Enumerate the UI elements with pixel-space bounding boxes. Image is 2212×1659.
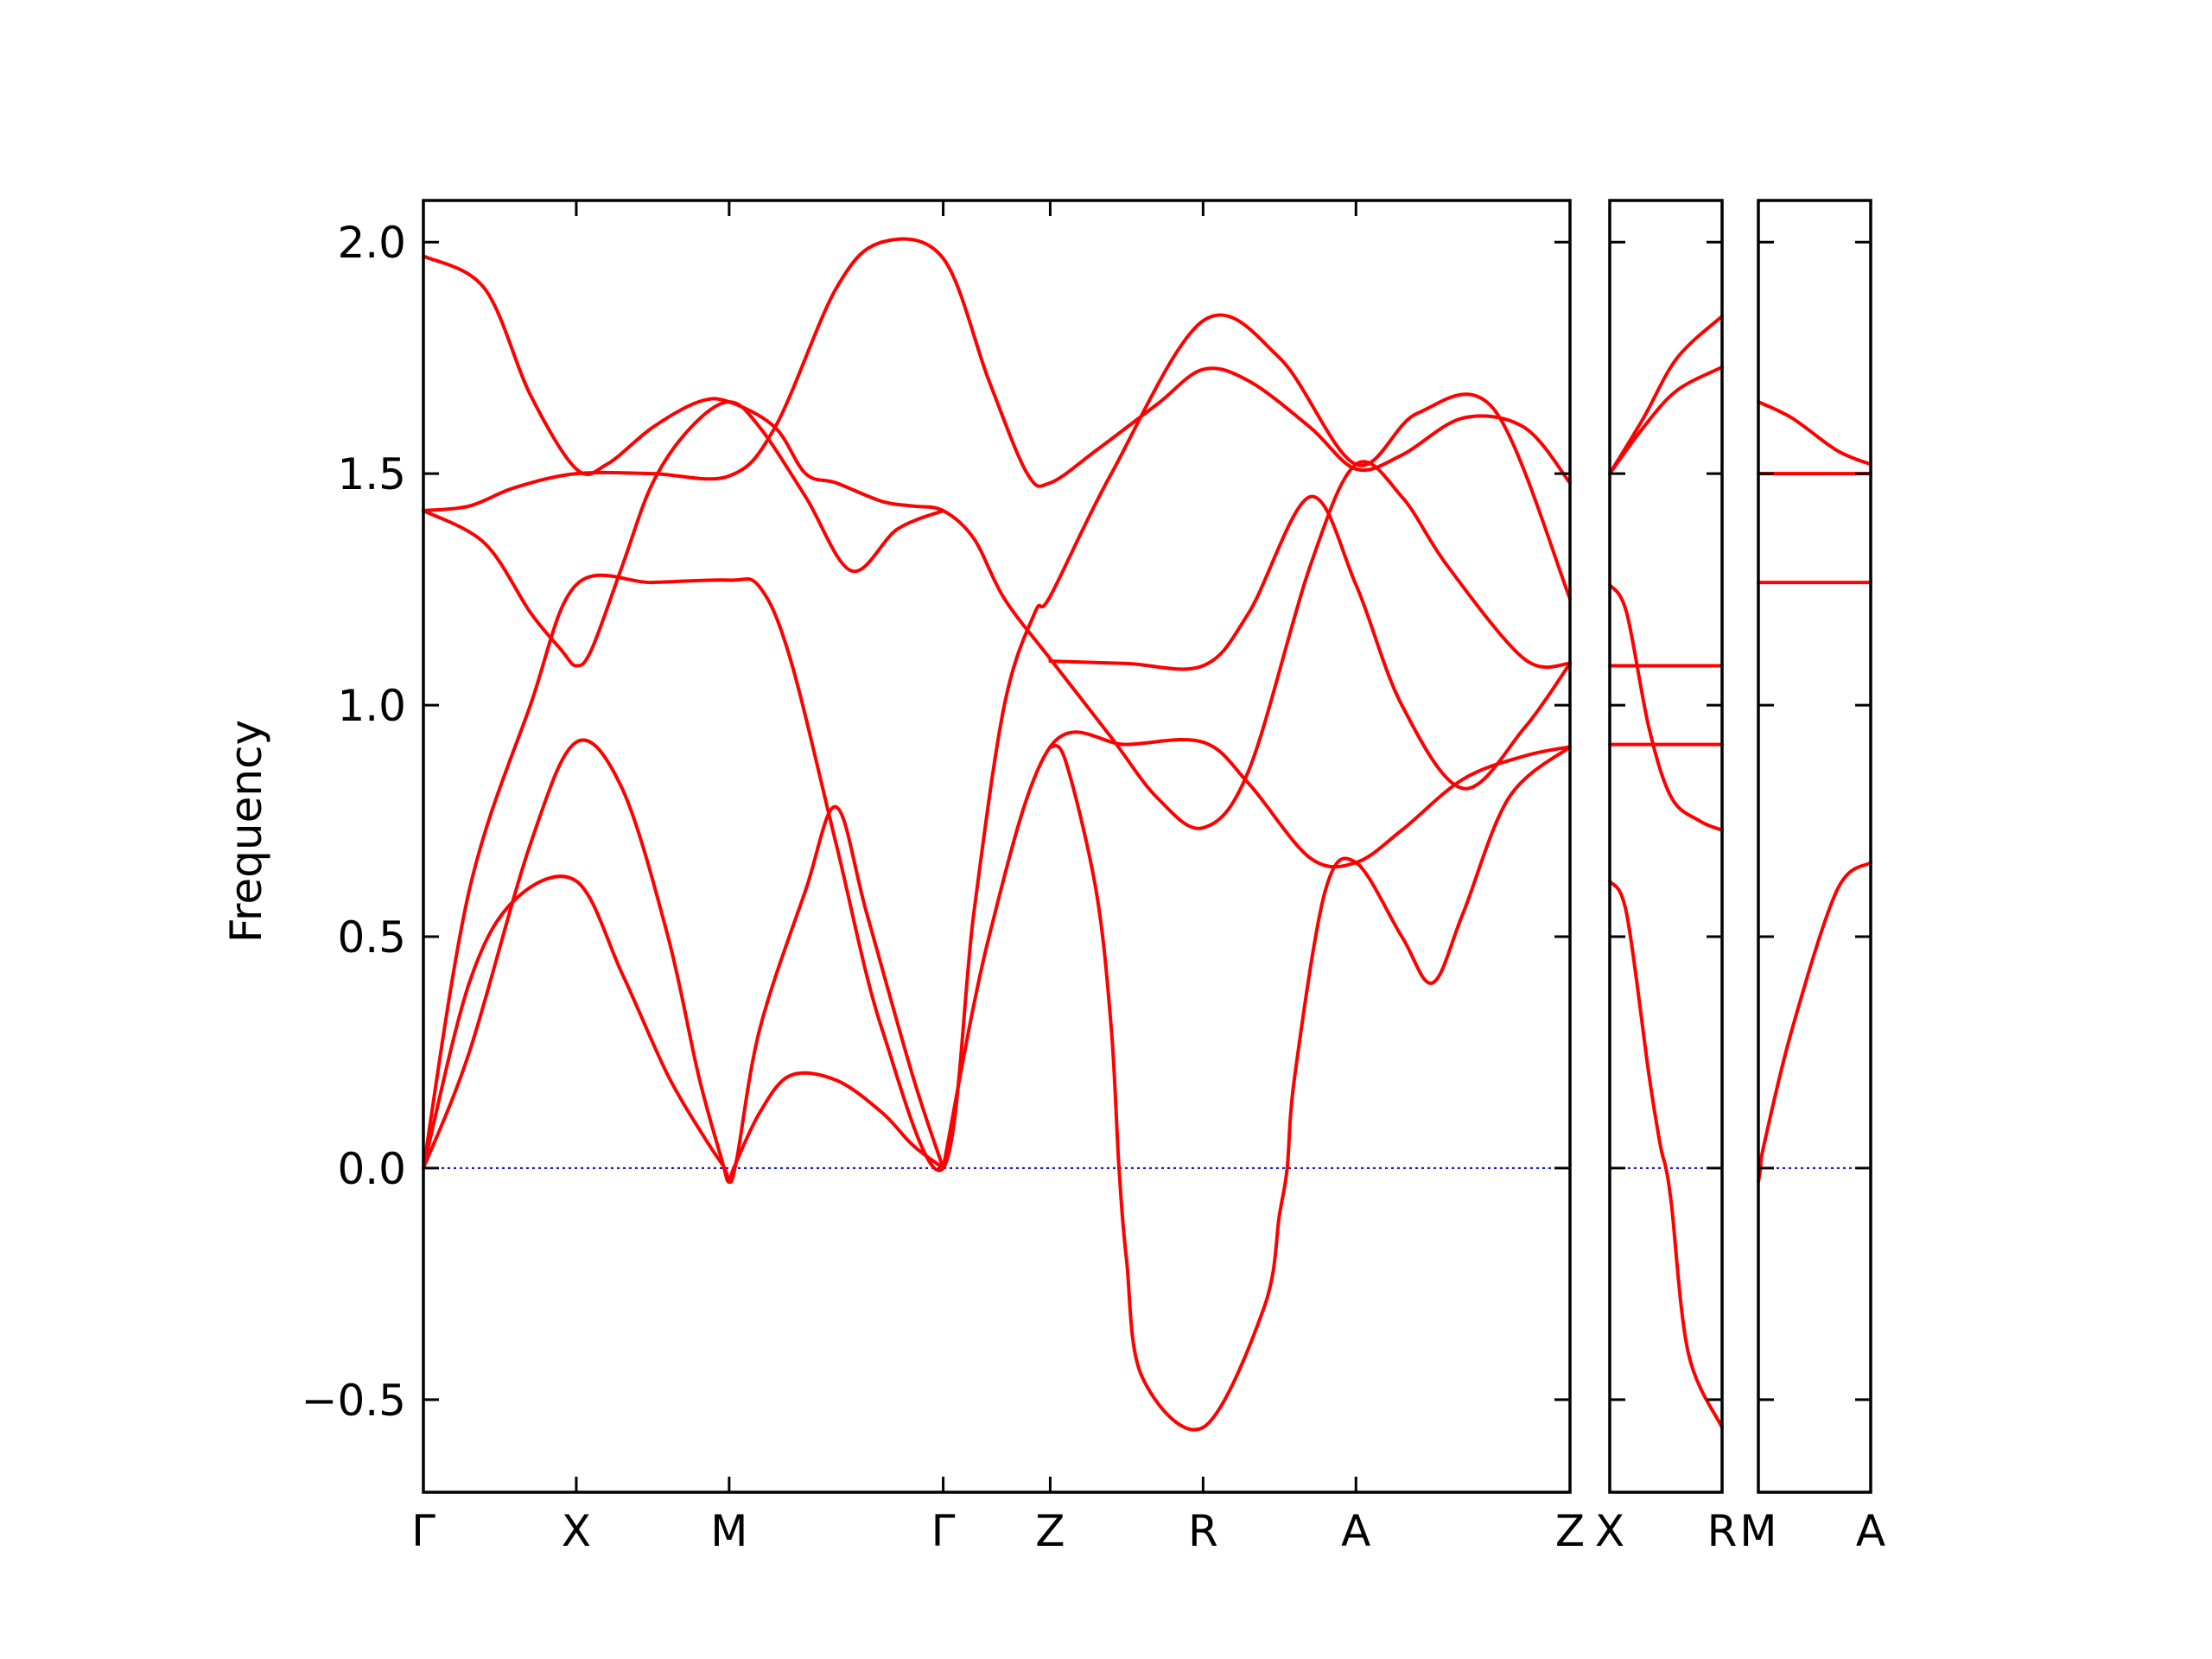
y-tick-label: 2.0 [337,218,406,268]
y-axis-label: Frequency [221,720,271,943]
band-line-2 [1608,365,1724,476]
band-line-1 [422,254,1572,830]
band-line-4 [422,313,1572,1173]
panel-frame [1608,199,1724,1494]
x-tick-label: R [1188,1506,1218,1556]
band-line-1 [1608,314,1724,476]
band-line-6 [1608,879,1724,1429]
band-line-5 [1608,582,1724,832]
band-line-7 [941,730,1572,1170]
band-line-1 [1757,400,1872,467]
x-tick-label: Γ [931,1506,956,1556]
band-line-9 [1048,494,1572,791]
panel-frame [422,199,1572,1494]
x-tick-label: A [1856,1506,1885,1556]
x-tick-label: M [710,1506,747,1556]
panel-frame [1757,199,1872,1494]
x-tick-label: Z [1555,1506,1585,1556]
y-tick-label: 0.5 [337,912,406,963]
x-tick-label: M [1739,1506,1777,1556]
x-tick-label: Γ [411,1506,435,1556]
x-tick-label: X [1595,1506,1624,1556]
panel-1: −0.5 0.0 0.5 1.0 1.5 2.0 Γ X M Γ Z R A Z [302,199,1585,1556]
panels-group: −0.50.00.51.01.52.0Γ X M Γ Z R A Z X R M A [302,199,1885,1556]
band-line-8 [1048,743,1572,1432]
y-tick-label: 1.5 [337,449,406,499]
band-line-3 [422,400,945,668]
x-tick-label: A [1341,1506,1370,1556]
x-tick-label: X [562,1506,591,1556]
band-line-4 [1757,861,1872,1184]
band-line-5 [422,738,945,1185]
band-line-6 [422,874,945,1184]
y-tick-label: 0.0 [337,1144,406,1194]
x-tick-label: Z [1035,1506,1065,1556]
x-tick-label: R [1707,1506,1738,1556]
band-line-2 [422,237,1572,513]
y-tick-label: −0.5 [302,1376,406,1426]
y-tick-label: 1.0 [337,681,406,731]
